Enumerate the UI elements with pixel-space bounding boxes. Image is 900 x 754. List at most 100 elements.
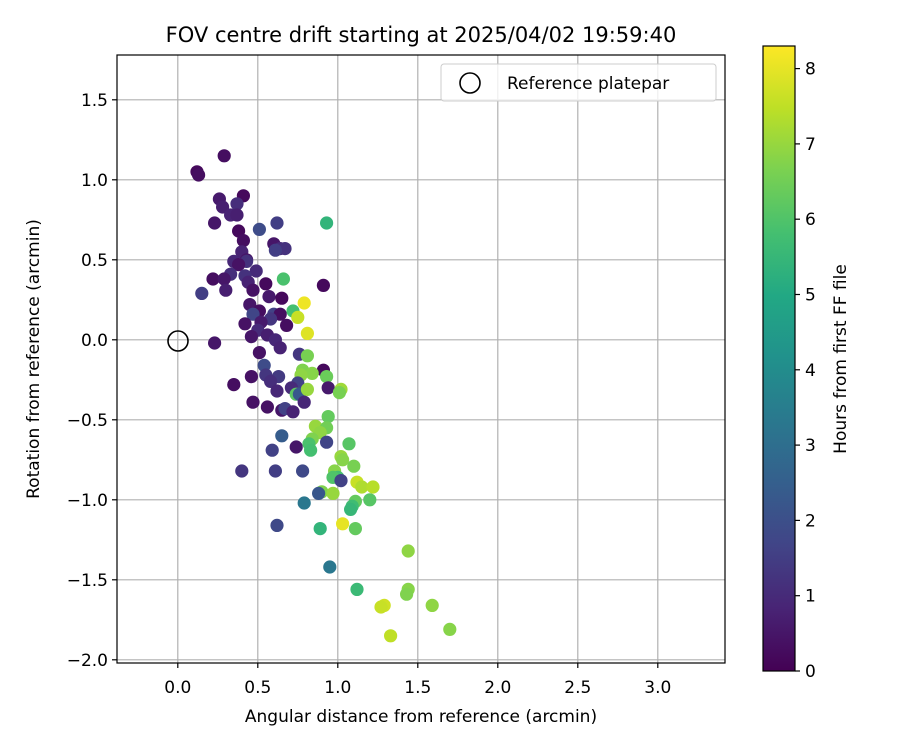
data-point xyxy=(264,374,278,388)
grid-lines xyxy=(117,55,725,663)
y-tick-label: 1.5 xyxy=(81,91,108,111)
colorbar-tick-label: 7 xyxy=(805,135,816,155)
data-point xyxy=(208,336,222,350)
data-point xyxy=(366,480,380,494)
data-point xyxy=(244,370,258,384)
data-point xyxy=(300,326,314,340)
data-point xyxy=(304,443,318,457)
data-point xyxy=(336,453,350,467)
reference-marker xyxy=(167,330,189,352)
colorbar-tick-label: 2 xyxy=(805,511,816,531)
data-point xyxy=(249,264,263,278)
data-point xyxy=(425,598,439,613)
y-tick-label: 0.0 xyxy=(81,331,108,351)
data-point xyxy=(276,272,290,286)
data-point xyxy=(342,437,356,451)
data-point xyxy=(443,622,457,637)
colorbar-tick-label: 6 xyxy=(805,210,816,230)
data-point xyxy=(297,496,311,510)
data-point xyxy=(316,278,330,292)
data-point xyxy=(236,234,250,248)
colorbar-tick-label: 1 xyxy=(805,587,816,607)
data-point xyxy=(230,208,244,222)
data-point xyxy=(244,330,258,344)
data-point xyxy=(235,464,249,478)
data-point xyxy=(270,518,284,533)
data-point xyxy=(238,317,252,331)
y-tick-label: −0.5 xyxy=(67,411,108,431)
data-point xyxy=(246,307,260,321)
x-tick-label: 2.0 xyxy=(484,678,511,698)
colorbar-tick-label: 0 xyxy=(805,662,816,682)
x-tick-label: 0.0 xyxy=(164,678,191,698)
data-point xyxy=(334,474,348,488)
x-tick-label: 3.0 xyxy=(644,678,671,698)
data-point xyxy=(268,464,282,478)
x-tick-label: 1.5 xyxy=(404,678,431,698)
data-point xyxy=(297,296,311,310)
data-point xyxy=(252,222,266,236)
data-point xyxy=(206,272,220,286)
data-point xyxy=(300,382,314,396)
x-axis-ticks: 0.0 0.5 1.0 1.5 2.0 2.5 3.0 xyxy=(164,663,671,698)
data-point xyxy=(320,370,334,384)
legend: Reference platepar xyxy=(440,63,717,102)
data-point xyxy=(289,440,303,454)
data-point xyxy=(275,429,289,443)
legend-marker xyxy=(459,72,481,94)
data-point xyxy=(321,410,335,424)
data-point xyxy=(305,366,319,380)
data-point xyxy=(265,443,279,457)
data-point xyxy=(192,168,206,182)
data-point xyxy=(252,346,266,360)
y-tick-label: −1.0 xyxy=(67,491,108,511)
y-axis-label: Rotation from reference (arcmin) xyxy=(24,219,44,499)
y-tick-label: −1.5 xyxy=(67,571,108,591)
colorbar xyxy=(762,45,796,672)
data-point xyxy=(348,522,362,536)
chart-title: FOV centre drift starting at 2025/04/02 … xyxy=(166,23,677,47)
data-point xyxy=(217,272,231,286)
data-point xyxy=(326,486,340,500)
x-tick-label: 0.5 xyxy=(244,678,271,698)
data-point xyxy=(270,216,284,230)
legend-label: Reference platepar xyxy=(507,74,669,94)
plot-frame xyxy=(116,54,726,664)
data-point xyxy=(291,310,305,324)
data-point xyxy=(320,216,334,230)
data-point xyxy=(312,486,326,500)
data-point xyxy=(216,200,230,214)
x-tick-label: 2.5 xyxy=(564,678,591,698)
data-point xyxy=(268,243,282,257)
colorbar-ticks: 0 1 2 3 4 5 6 7 8 xyxy=(795,60,816,682)
data-point xyxy=(300,349,314,363)
data-point xyxy=(246,395,260,409)
data-point xyxy=(195,286,209,300)
data-point xyxy=(230,197,244,211)
data-point xyxy=(208,216,222,230)
y-tick-label: 0.5 xyxy=(81,251,108,271)
data-point xyxy=(286,405,300,419)
data-point xyxy=(350,582,364,597)
y-tick-label: −2.0 xyxy=(67,651,108,671)
data-point xyxy=(336,517,350,531)
data-point xyxy=(344,502,358,516)
data-point xyxy=(401,544,415,558)
x-tick-label: 1.0 xyxy=(324,678,351,698)
data-point xyxy=(280,318,294,332)
data-point xyxy=(320,435,334,449)
legend-box xyxy=(440,63,717,102)
data-point xyxy=(384,629,398,643)
data-point xyxy=(219,283,233,297)
y-axis-ticks: −2.0 −1.5 −1.0 −0.5 0.0 0.5 1.0 1.5 xyxy=(67,91,117,671)
data-point xyxy=(374,600,388,614)
data-point xyxy=(270,384,284,398)
data-point xyxy=(260,400,274,414)
data-point xyxy=(363,493,377,507)
data-point xyxy=(321,381,335,395)
colorbar-tick-label: 8 xyxy=(805,60,816,80)
data-point xyxy=(323,560,337,574)
colorbar-tick-label: 3 xyxy=(805,436,816,456)
